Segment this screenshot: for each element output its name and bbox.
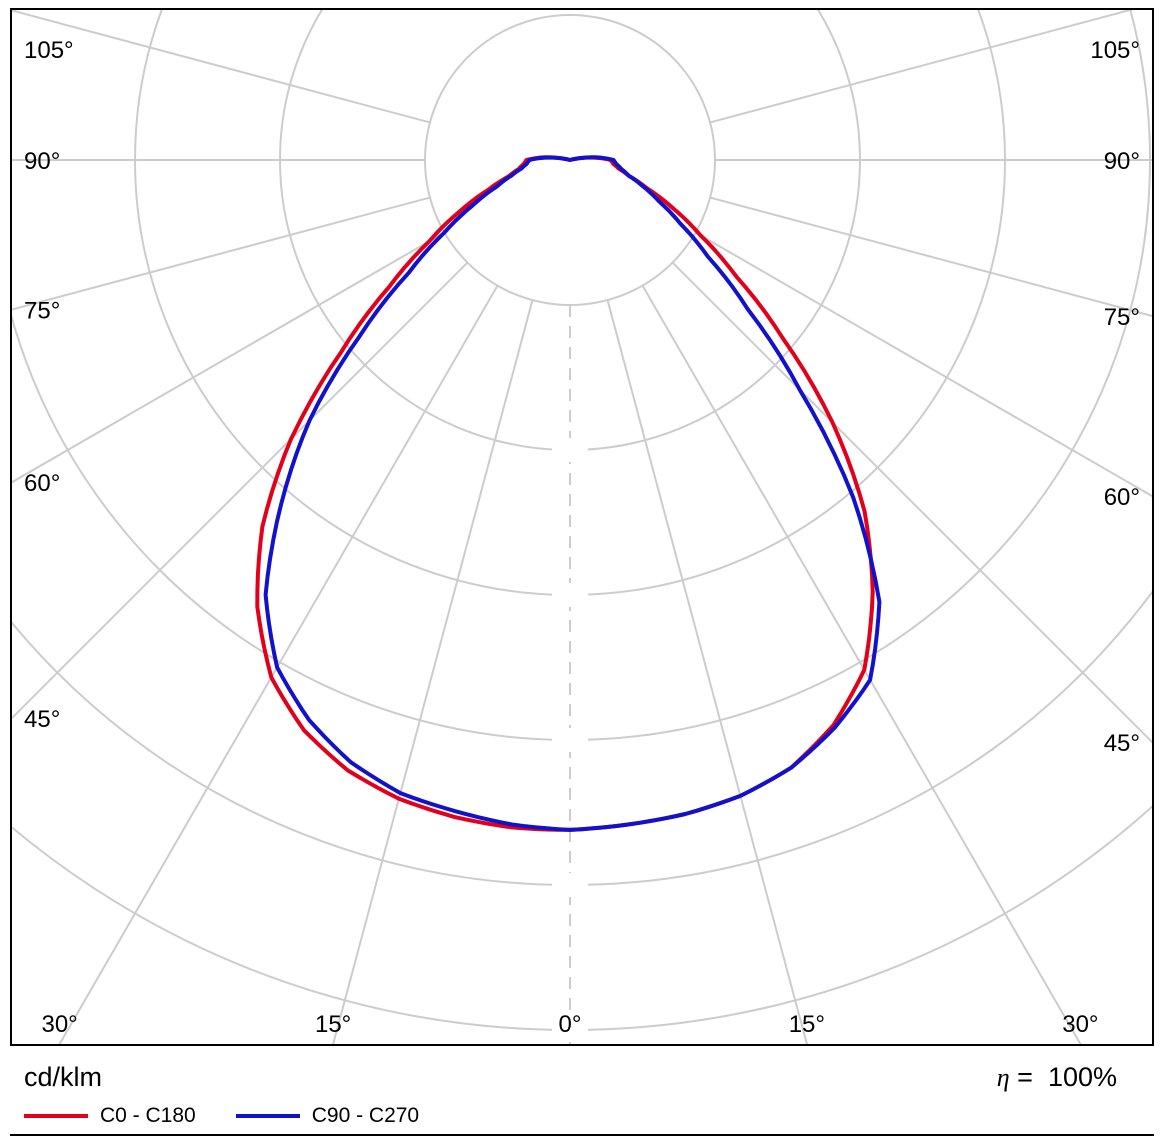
legend-item-c90-c270: C90 - C270 xyxy=(235,1104,420,1128)
angle-tick-label: 45° xyxy=(24,706,60,733)
grid-radial-line xyxy=(606,299,808,1044)
curve-c90-c270 xyxy=(263,155,882,832)
angle-tick-label: 60° xyxy=(24,470,60,497)
legend-swatch-red-line xyxy=(24,1114,88,1118)
angle-tick-label: 60° xyxy=(1104,484,1140,511)
grid-ring xyxy=(279,10,861,451)
angle-tick-label: 45° xyxy=(1104,730,1140,757)
angle-tick-label: 105° xyxy=(1090,37,1140,64)
legend-label: C90 - C270 xyxy=(311,1104,420,1127)
grid-radial-line xyxy=(12,261,469,720)
bottom-rule xyxy=(10,1134,1154,1136)
ring-label-gap xyxy=(552,583,588,607)
grid-ring xyxy=(12,10,1151,741)
angle-tick-label: 0° xyxy=(559,1011,582,1038)
grid-radial-line xyxy=(641,285,1082,1044)
grid-radial-line xyxy=(12,231,445,484)
grid-radial-line xyxy=(12,196,431,311)
grid-radial-line xyxy=(695,231,1152,498)
ring-label-gap xyxy=(552,1018,588,1042)
ring-label-gap xyxy=(552,873,588,897)
legend: C0 - C180 C90 - C270 xyxy=(24,1104,419,1128)
ring-label-gap xyxy=(552,728,588,752)
polar-chart-frame: 105° 90° 75° 60° 45° 30° 15° 0° 15° 30° 45° 60° 75° 9… xyxy=(10,8,1154,1046)
angle-tick-label: 30° xyxy=(1062,1011,1098,1038)
grid-radial-line xyxy=(332,299,534,1044)
angle-tick-label: 30° xyxy=(41,1011,77,1038)
angle-tick-label: 75° xyxy=(1104,304,1140,331)
ring-label-gap xyxy=(552,438,588,462)
polar-chart-svg: 105° 90° 75° 60° 45° 30° 15° 0° 15° 30° 45° 60° 75° 9… xyxy=(12,10,1152,1044)
grid-radial-line xyxy=(671,261,1152,744)
angle-tick-label: 90° xyxy=(24,148,60,175)
grid-radial-line xyxy=(12,10,431,124)
legend-swatch-blue-line xyxy=(235,1114,300,1118)
angle-tick-label: 105° xyxy=(24,37,74,64)
units-label: cd/klm xyxy=(24,1062,103,1092)
angle-tick-label: 75° xyxy=(24,298,60,325)
angle-tick-label: 15° xyxy=(789,1011,825,1038)
eta-symbol: η xyxy=(996,1063,1010,1092)
legend-label: C0 - C180 xyxy=(100,1104,196,1127)
angle-tick-label: 15° xyxy=(315,1011,351,1038)
grid-radial-line xyxy=(58,285,499,1044)
angle-tick-label: 90° xyxy=(1104,148,1140,175)
grid-radial-line xyxy=(709,196,1152,317)
grid-radial-line xyxy=(709,10,1134,124)
legend-item-c0-c180: C0 - C180 xyxy=(24,1104,196,1128)
eta-value: = 100% xyxy=(1009,1062,1117,1092)
efficiency-label: η = 100% xyxy=(997,1062,1117,1093)
